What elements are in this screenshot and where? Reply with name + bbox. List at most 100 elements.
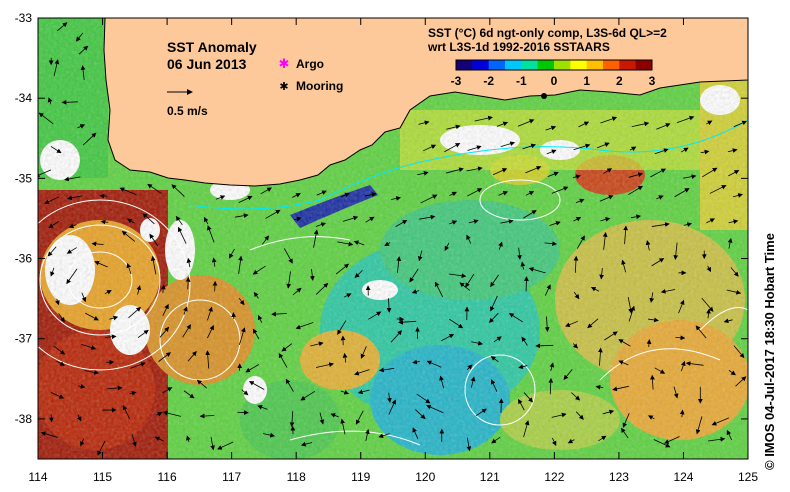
current-vector (728, 369, 736, 376)
current-vector (100, 219, 109, 225)
current-vector (603, 168, 613, 174)
current-vector (728, 170, 740, 177)
current-vector (735, 376, 747, 387)
current-vector (467, 145, 482, 151)
y-tick-label: -38 (15, 412, 33, 426)
current-vector (598, 347, 603, 366)
current-vector (365, 216, 375, 223)
current-vector (631, 121, 650, 128)
current-vector (596, 142, 610, 149)
current-vector (546, 149, 557, 155)
colorbar-tick-label: -2 (483, 74, 494, 88)
current-vector (207, 324, 214, 339)
current-vector (149, 233, 159, 247)
current-vector (106, 359, 115, 365)
current-vector (238, 195, 253, 203)
current-vector (630, 214, 642, 220)
current-vector (518, 364, 528, 370)
current-vector (75, 32, 84, 42)
x-tick-label: 122 (544, 470, 564, 484)
current-vector (590, 287, 600, 292)
current-vector (238, 255, 243, 275)
current-vector (544, 316, 550, 332)
current-vector (238, 327, 246, 346)
current-vector (726, 289, 742, 295)
current-vector (654, 367, 666, 374)
current-vector (622, 413, 630, 428)
credit-text: © IMOS 04-Jul-2017 18:30 Hobart Time (762, 233, 777, 470)
current-vector (571, 392, 581, 401)
current-vector (488, 312, 499, 323)
current-vector (649, 292, 655, 303)
current-vector (573, 291, 580, 300)
current-vector (156, 412, 163, 417)
current-vector (315, 282, 329, 295)
current-vector (38, 112, 54, 125)
current-vector (599, 267, 605, 280)
current-vector (80, 65, 86, 80)
current-vector (203, 216, 209, 225)
current-vector (82, 132, 97, 146)
current-vector (391, 196, 402, 201)
current-vector (520, 261, 526, 270)
current-vector (709, 185, 727, 194)
current-vector (411, 289, 420, 294)
current-vector (315, 362, 334, 368)
current-vector (600, 116, 618, 124)
current-vector (604, 331, 618, 341)
current-vector (186, 435, 191, 443)
current-vector (490, 295, 498, 312)
current-vector (727, 237, 733, 249)
current-vector (365, 428, 370, 442)
current-vector (525, 191, 535, 196)
current-vector (650, 374, 655, 390)
current-vector (335, 263, 350, 275)
current-vector (660, 288, 676, 294)
current-vector (645, 240, 651, 251)
current-vector (549, 362, 555, 372)
current-vector (602, 409, 615, 415)
current-vector (695, 416, 703, 435)
current-vector (47, 97, 53, 105)
current-vector (81, 343, 97, 350)
current-vector (524, 276, 529, 292)
current-vector (551, 186, 569, 194)
current-vector (99, 193, 108, 199)
mooring-marker (541, 93, 547, 99)
current-vector (368, 311, 382, 320)
current-vector (673, 386, 679, 399)
colorbar-segment (456, 60, 473, 70)
x-tick-label: 120 (415, 470, 435, 484)
x-tick-label: 118 (287, 470, 306, 484)
current-vector (621, 259, 627, 273)
current-vector (315, 222, 326, 227)
current-vector (187, 350, 197, 362)
current-vector (177, 226, 187, 244)
colorbar-segment (570, 60, 588, 70)
current-vector (599, 195, 614, 202)
current-vector (578, 121, 590, 128)
current-vector (81, 292, 87, 303)
legend: ✱ Argo ✱ Mooring (279, 56, 344, 93)
current-vector (56, 360, 65, 366)
current-vector (412, 359, 420, 365)
current-vector (300, 441, 313, 447)
current-vector (595, 384, 604, 390)
current-vector (340, 192, 350, 198)
current-vector (285, 378, 294, 392)
current-vector (340, 418, 346, 435)
current-vector (131, 433, 137, 447)
current-vector (241, 389, 249, 396)
current-vector (281, 343, 293, 352)
current-vector (651, 222, 670, 227)
legend-argo: Argo (296, 57, 324, 71)
current-vector (207, 225, 215, 243)
current-vector (575, 411, 584, 420)
current-vector (387, 392, 392, 403)
current-vector (653, 439, 671, 448)
current-vector (119, 187, 137, 196)
current-vector (78, 45, 89, 55)
current-vector (517, 119, 535, 127)
current-vector (260, 187, 273, 195)
current-vector (723, 318, 733, 324)
